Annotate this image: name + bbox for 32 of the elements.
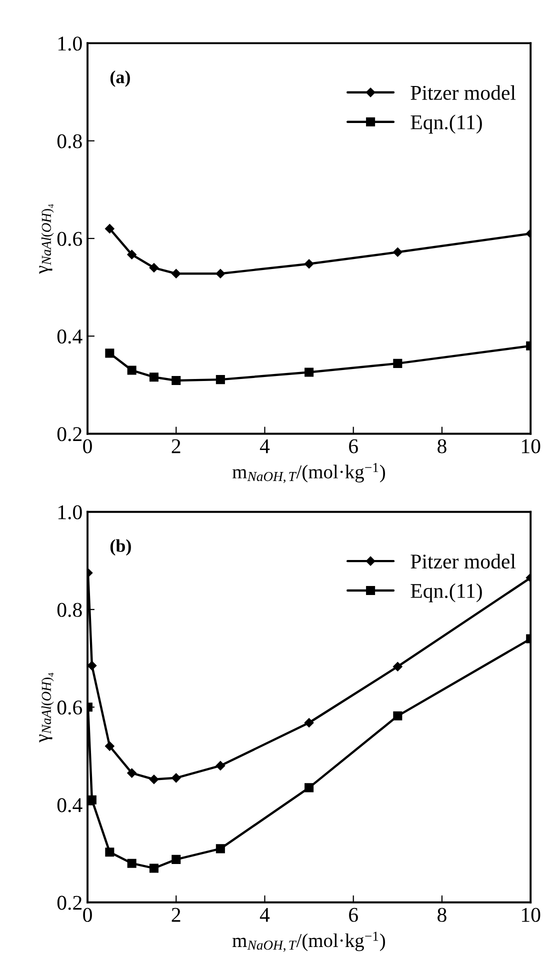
legend-label: Pitzer model — [410, 554, 516, 569]
x-tick-label: 10 — [522, 908, 540, 922]
y-axis-title: γ$_{NaAl(OH)₄}$ — [39, 672, 54, 743]
y-axis-title: γ$_{NaAl(OH)₄}$ — [39, 204, 54, 274]
legend-label: Eqn.(11) — [410, 114, 482, 134]
y-tick-label: 0.4 — [57, 329, 82, 344]
annotation: (b) — [110, 539, 131, 556]
x-tick-label: 8 — [438, 908, 446, 922]
annotation: (a) — [110, 70, 130, 87]
y-tick-label: 0.6 — [57, 232, 82, 246]
legend-label: Eqn.(11) — [410, 583, 482, 602]
x-tick-label: 2 — [172, 439, 180, 454]
y-tick-label: 0.2 — [57, 427, 82, 442]
y-tick-label: 0.8 — [57, 134, 82, 148]
y-tick-label: 0.2 — [57, 896, 82, 910]
x-tick-label: 8 — [438, 439, 446, 454]
x-axis-title: m$_{NaOH,T}$/(mol·kg$^{−1}$) — [232, 463, 386, 484]
x-tick-label: 2 — [172, 908, 180, 922]
x-tick-label: 0 — [83, 439, 92, 454]
y-tick-label: 1.0 — [58, 36, 82, 51]
y-tick-label: 0.8 — [57, 602, 82, 618]
y-tick-label: 1.0 — [58, 505, 82, 520]
x-tick-label: 4 — [260, 439, 270, 454]
x-tick-label: 6 — [349, 439, 358, 454]
x-axis-title: m$_{NaOH,T}$/(mol·kg$^{−1}$) — [232, 932, 386, 952]
y-tick-label: 0.6 — [57, 700, 82, 715]
x-tick-label: 4 — [260, 908, 270, 922]
legend-label: Pitzer model — [410, 85, 516, 100]
x-tick-label: 0 — [83, 908, 92, 922]
x-tick-label: 6 — [349, 908, 358, 922]
x-tick-label: 10 — [522, 439, 540, 454]
y-tick-label: 0.4 — [57, 798, 82, 812]
